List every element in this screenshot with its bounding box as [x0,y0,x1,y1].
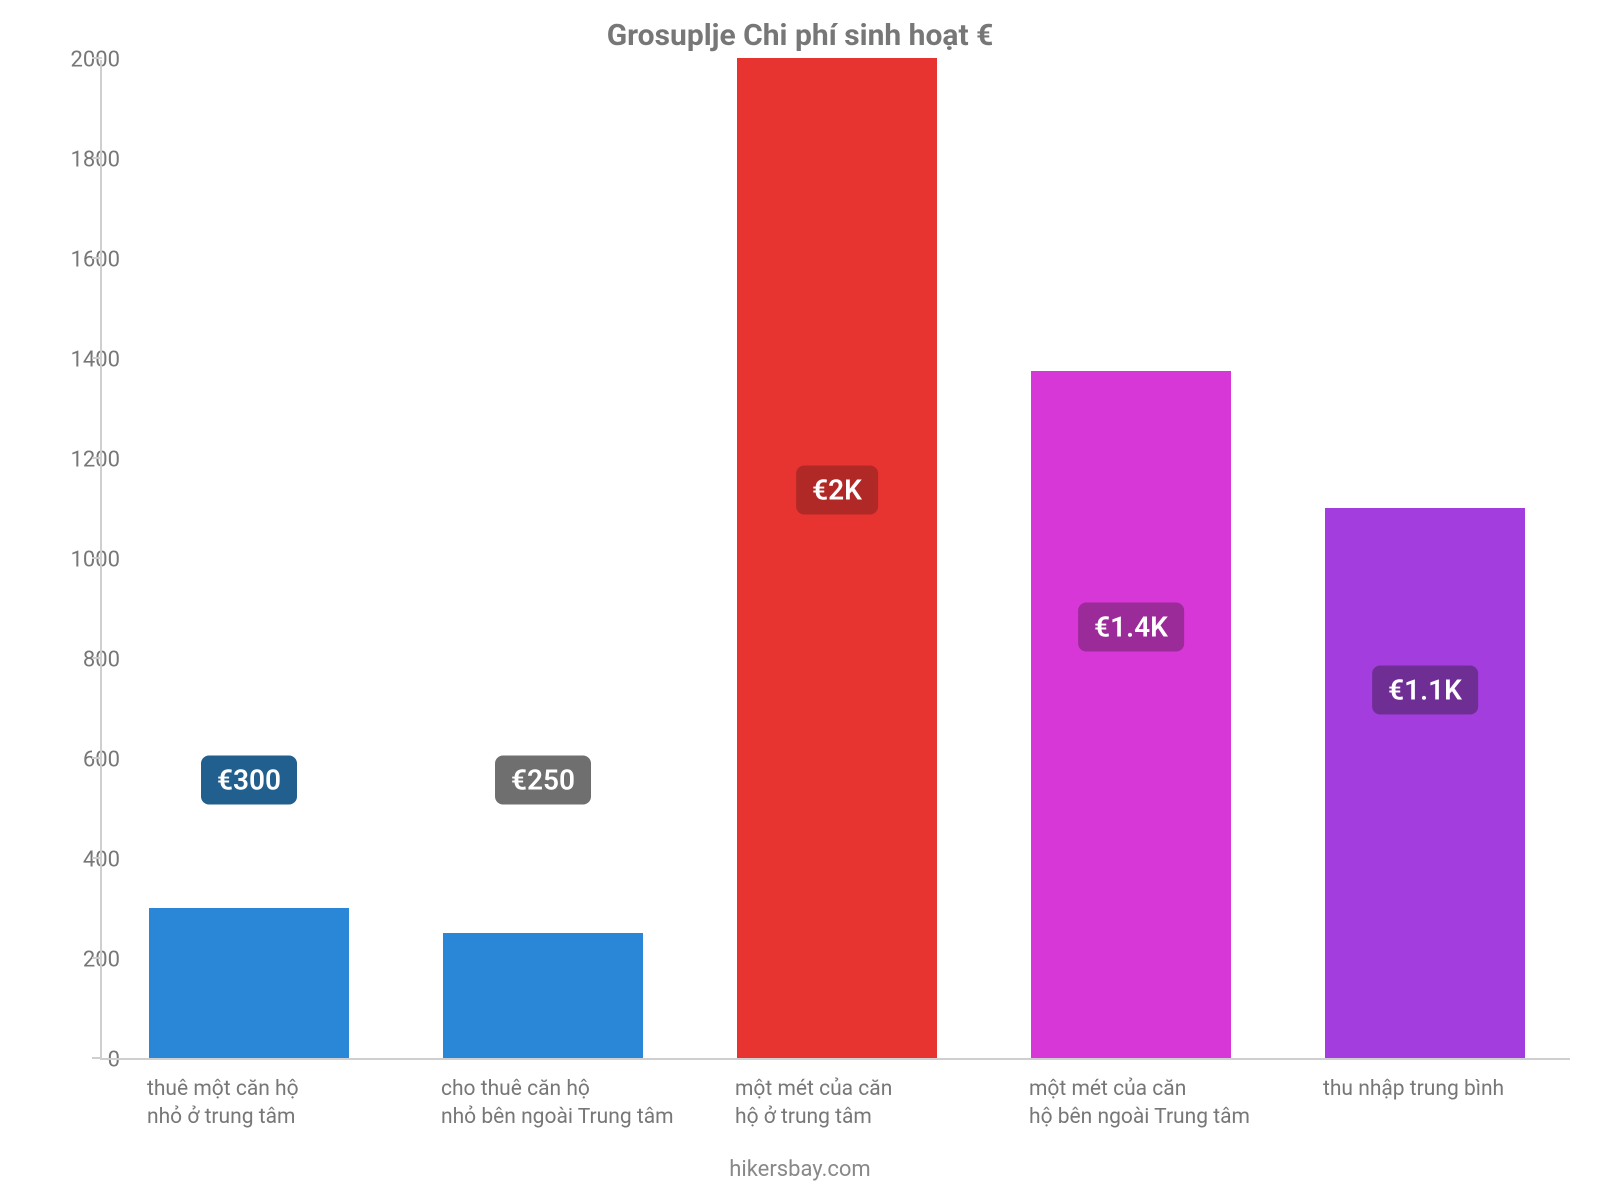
bar-2 [737,58,937,1058]
bar-3 [1031,371,1231,1059]
bar-0 [149,908,349,1058]
value-badge-0: €300 [201,756,297,805]
chart-title: Grosuplje Chi phí sinh hoạt € [0,18,1600,53]
bar-4 [1325,508,1525,1058]
xlabel-4: thu nhập trung bình [1323,1075,1600,1103]
value-badge-2: €2K [796,466,878,515]
xlabel-0: thuê một căn hộ nhỏ ở trung tâm [147,1075,451,1132]
xlabel-3: một mét của căn hộ bên ngoài Trung tâm [1029,1075,1333,1132]
plot-area: €300 €250 €2K €1.4K €1.1K [100,60,1570,1060]
cost-of-living-chart: Grosuplje Chi phí sinh hoạt € 0 200 400 … [0,0,1600,1200]
value-badge-4: €1.1K [1372,666,1478,715]
xlabel-1: cho thuê căn hộ nhỏ bên ngoài Trung tâm [441,1075,745,1132]
xlabel-2: một mét của căn hộ ở trung tâm [735,1075,1039,1132]
bar-1 [443,933,643,1058]
value-badge-1: €250 [495,756,591,805]
value-badge-3: €1.4K [1078,603,1184,652]
attribution-text: hikersbay.com [0,1157,1600,1182]
